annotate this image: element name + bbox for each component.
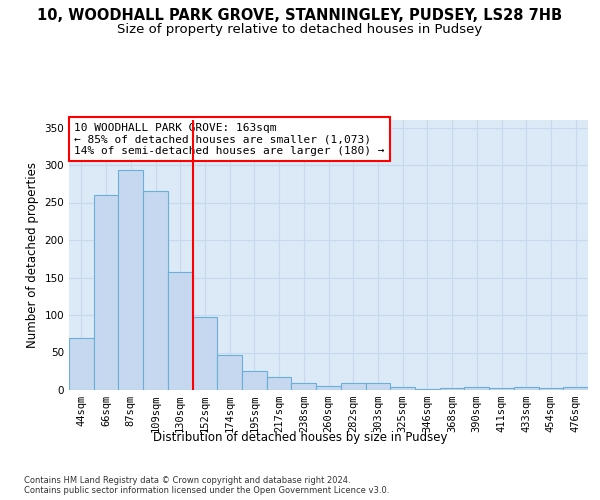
Bar [415,389,440,390]
Bar [69,338,94,390]
Bar [217,355,242,390]
Bar [539,388,563,390]
Bar [514,387,539,390]
Bar [143,191,168,390]
Bar [94,195,118,390]
Bar [168,272,193,390]
Bar [267,376,292,390]
Bar [365,383,390,390]
Text: Distribution of detached houses by size in Pudsey: Distribution of detached houses by size … [153,431,447,444]
Text: Size of property relative to detached houses in Pudsey: Size of property relative to detached ho… [118,22,482,36]
Bar [341,383,365,390]
Bar [193,316,217,390]
Bar [440,388,464,390]
Text: Contains HM Land Registry data © Crown copyright and database right 2024.
Contai: Contains HM Land Registry data © Crown c… [24,476,389,495]
Text: 10, WOODHALL PARK GROVE, STANNINGLEY, PUDSEY, LS28 7HB: 10, WOODHALL PARK GROVE, STANNINGLEY, PU… [37,8,563,22]
Text: 10 WOODHALL PARK GROVE: 163sqm
← 85% of detached houses are smaller (1,073)
14% : 10 WOODHALL PARK GROVE: 163sqm ← 85% of … [74,122,385,156]
Bar [292,382,316,390]
Bar [118,170,143,390]
Bar [390,387,415,390]
Bar [316,386,341,390]
Bar [563,387,588,390]
Bar [242,371,267,390]
Bar [489,388,514,390]
Y-axis label: Number of detached properties: Number of detached properties [26,162,39,348]
Bar [464,387,489,390]
